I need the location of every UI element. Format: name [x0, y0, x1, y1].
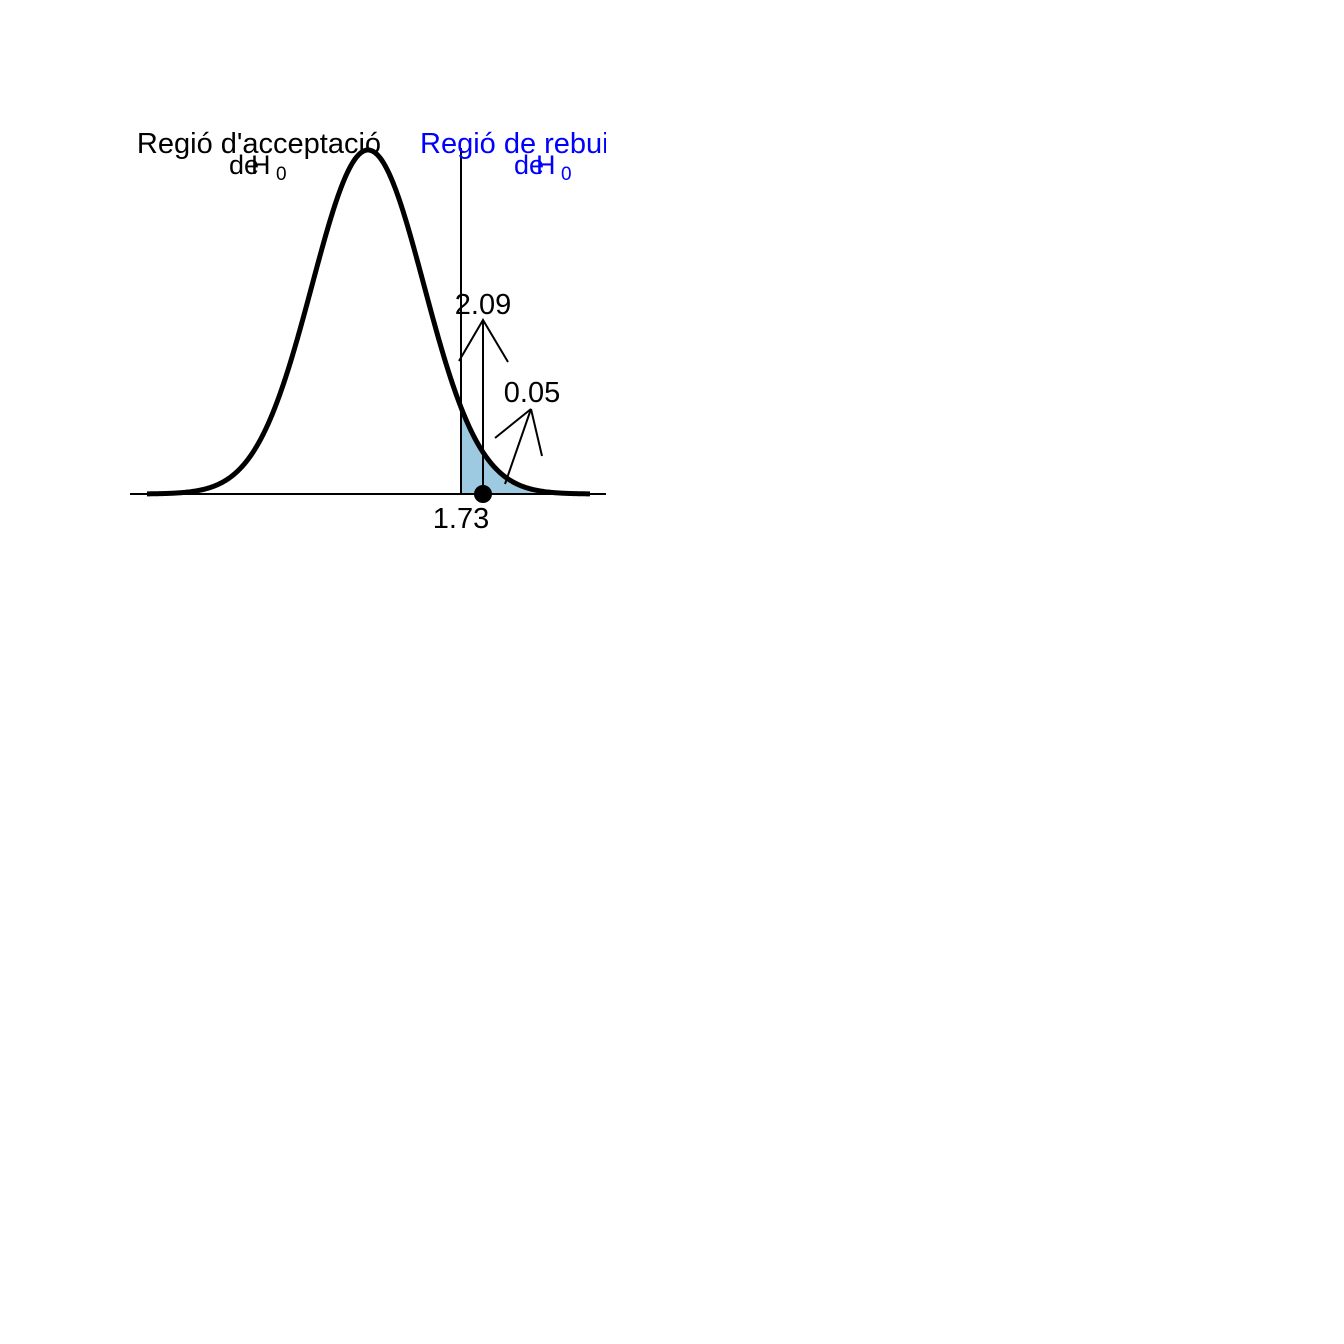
acceptance-region-h: H [251, 150, 271, 180]
acceptance-region-de: de [229, 150, 259, 180]
rejection-region-h: H [536, 150, 556, 180]
alpha-pointer-lines [494, 408, 543, 485]
rejection-tail-area [461, 407, 590, 494]
rejection-region-de: de [514, 150, 544, 180]
statistic-pointer-lines [458, 318, 509, 363]
acceptance-region-title: Regió d'acceptació [137, 128, 381, 160]
rejection-region-title: Regió de rebuig [420, 128, 625, 160]
observed-statistic-label: 2.09 [455, 289, 511, 321]
acceptance-region-subscript: 0 [276, 164, 287, 185]
alpha-label: 0.05 [504, 377, 560, 409]
rejection-region-subscript: 0 [561, 164, 572, 185]
density-curve [146, 147, 591, 497]
observed-statistic-point [474, 485, 492, 503]
critical-value-label: 1.73 [433, 503, 489, 535]
